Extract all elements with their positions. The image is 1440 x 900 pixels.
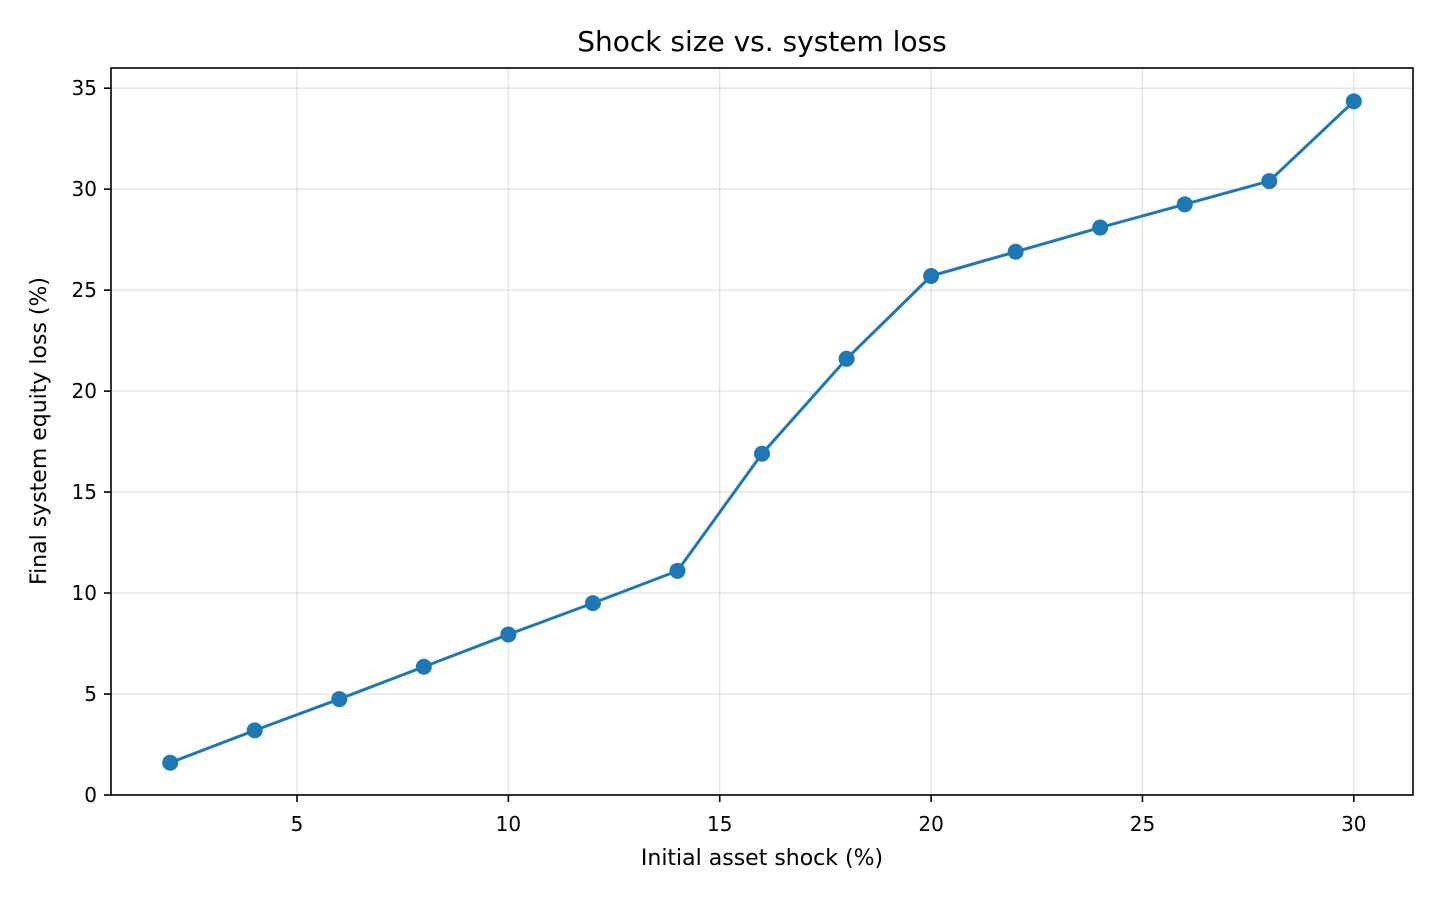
data-point xyxy=(1345,93,1362,110)
y-tick-label: 20 xyxy=(72,379,97,403)
data-point xyxy=(584,595,601,612)
x-tick-label: 30 xyxy=(1341,812,1366,836)
data-point xyxy=(1261,173,1278,190)
chart-title: Shock size vs. system loss xyxy=(577,25,947,58)
x-tick-label: 15 xyxy=(707,812,732,836)
data-point xyxy=(246,722,263,739)
y-tick-label: 0 xyxy=(84,783,97,807)
data-point xyxy=(923,268,940,285)
y-tick-label: 35 xyxy=(72,76,97,100)
x-tick-label: 20 xyxy=(918,812,943,836)
data-point xyxy=(754,445,770,462)
data-point xyxy=(1092,219,1109,236)
y-tick-label: 25 xyxy=(72,278,97,302)
grid xyxy=(111,68,1413,796)
axis-ticks: 5 10 15 20 25 30 0 5 10 15 20 25 30 35 xyxy=(72,76,1367,836)
data-point xyxy=(331,691,348,708)
y-tick-label: 10 xyxy=(72,581,97,605)
series-line xyxy=(168,99,1356,765)
data-point xyxy=(1007,243,1024,260)
x-tick-label: 25 xyxy=(1130,812,1155,836)
x-tick-label: 5 xyxy=(291,812,304,836)
data-point xyxy=(162,754,179,771)
data-point xyxy=(500,626,517,643)
plot-frame xyxy=(110,67,1414,796)
y-tick-label: 30 xyxy=(72,177,97,201)
y-tick-label: 5 xyxy=(84,682,97,706)
data-point xyxy=(1176,196,1193,213)
data-series xyxy=(162,93,1362,771)
data-point xyxy=(669,562,686,579)
y-tick-label: 15 xyxy=(72,480,97,504)
x-axis-label: Initial asset shock (%) xyxy=(641,846,883,871)
data-point xyxy=(415,658,432,675)
data-point xyxy=(838,350,855,367)
x-tick-label: 10 xyxy=(496,812,521,836)
y-axis-label: Final system equity loss (%) xyxy=(27,277,52,585)
